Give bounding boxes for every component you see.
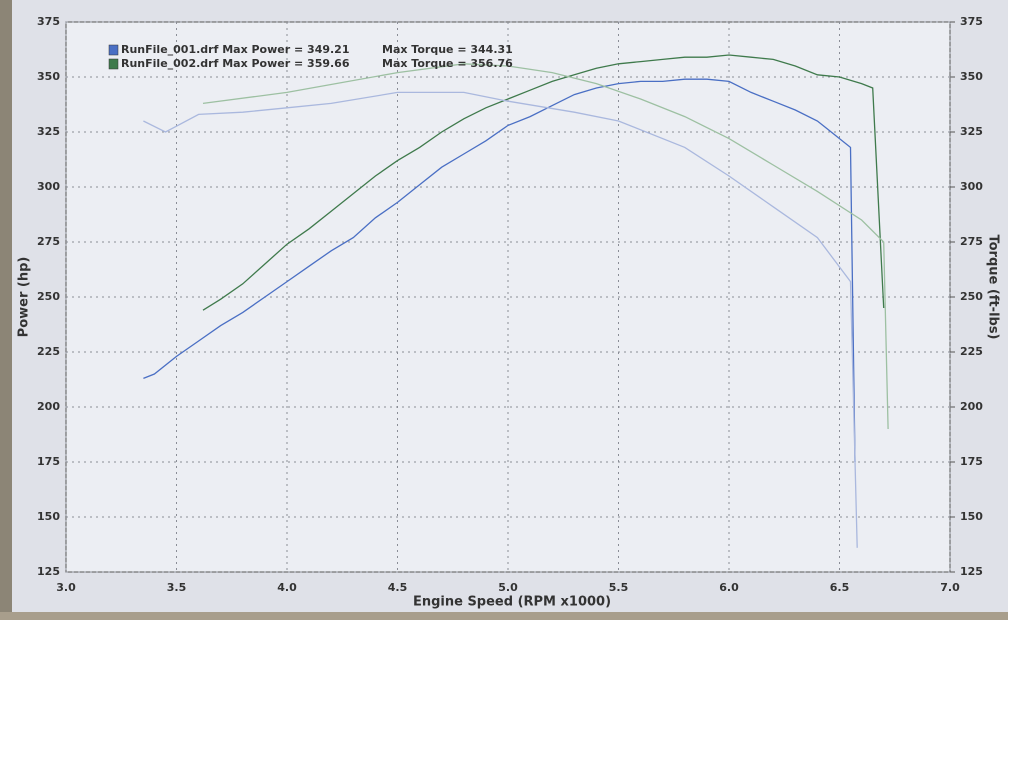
series-line	[202, 54, 885, 311]
y-tick-label: 350	[37, 70, 60, 83]
y-tick-label: 150	[37, 510, 60, 523]
series-line	[143, 78, 856, 463]
y-tick-label: 125	[37, 565, 60, 578]
desk-edge	[0, 612, 1008, 620]
x-tick-label: 3.0	[56, 581, 76, 594]
y2-tick-label: 175	[960, 455, 983, 468]
x-tick-label: 3.5	[167, 581, 187, 594]
y2-axis-label: Torque (ft-lbs)	[986, 234, 1001, 339]
y2-tick-label: 375	[960, 15, 983, 28]
y-tick-label: 300	[37, 180, 60, 193]
y2-tick-label: 225	[960, 345, 983, 358]
y-tick-label: 275	[37, 235, 60, 248]
y2-tick-label: 325	[960, 125, 983, 138]
x-axis-label: Engine Speed (RPM x1000)	[413, 595, 611, 610]
y2-tick-label: 250	[960, 290, 983, 303]
y2-tick-label: 200	[960, 400, 983, 413]
y-tick-label: 225	[37, 345, 60, 358]
x-tick-label: 7.0	[940, 581, 960, 594]
x-tick-label: 5.5	[609, 581, 629, 594]
legend-label: RunFile_002.drf Max Power = 359.66	[121, 57, 350, 70]
y-tick-label: 175	[37, 455, 60, 468]
x-tick-label: 5.0	[498, 581, 518, 594]
y2-tick-label: 275	[960, 235, 983, 248]
labels: 3.0 3.5 4.0 4.5 5.0 5.5 6.0 6.5 7.01251501752002…	[37, 15, 983, 594]
legend-label: Max Torque = 356.76	[382, 57, 513, 70]
series-line	[143, 91, 858, 548]
legend-label: Max Torque = 344.31	[382, 43, 513, 56]
legend-swatch	[108, 44, 119, 56]
y-axis-label: Power (hp)	[17, 257, 32, 338]
x-tick-label: 6.0	[719, 581, 739, 594]
y-tick-label: 325	[37, 125, 60, 138]
lines	[143, 54, 889, 548]
y-tick-label: 250	[37, 290, 60, 303]
grid	[65, 21, 951, 573]
y2-tick-label: 350	[960, 70, 983, 83]
y2-tick-label: 125	[960, 565, 983, 578]
y2-tick-label: 150	[960, 510, 983, 523]
y-tick-label: 200	[37, 400, 60, 413]
series-line	[202, 63, 889, 430]
legend-swatch	[108, 58, 119, 70]
x-tick-label: 6.5	[830, 581, 850, 594]
desk-edge	[0, 0, 12, 620]
x-tick-label: 4.5	[388, 581, 408, 594]
legend-label: RunFile_001.drf Max Power = 349.21	[121, 43, 350, 56]
x-tick-label: 4.0	[277, 581, 297, 594]
y2-tick-label: 300	[960, 180, 983, 193]
y-tick-label: 375	[37, 15, 60, 28]
